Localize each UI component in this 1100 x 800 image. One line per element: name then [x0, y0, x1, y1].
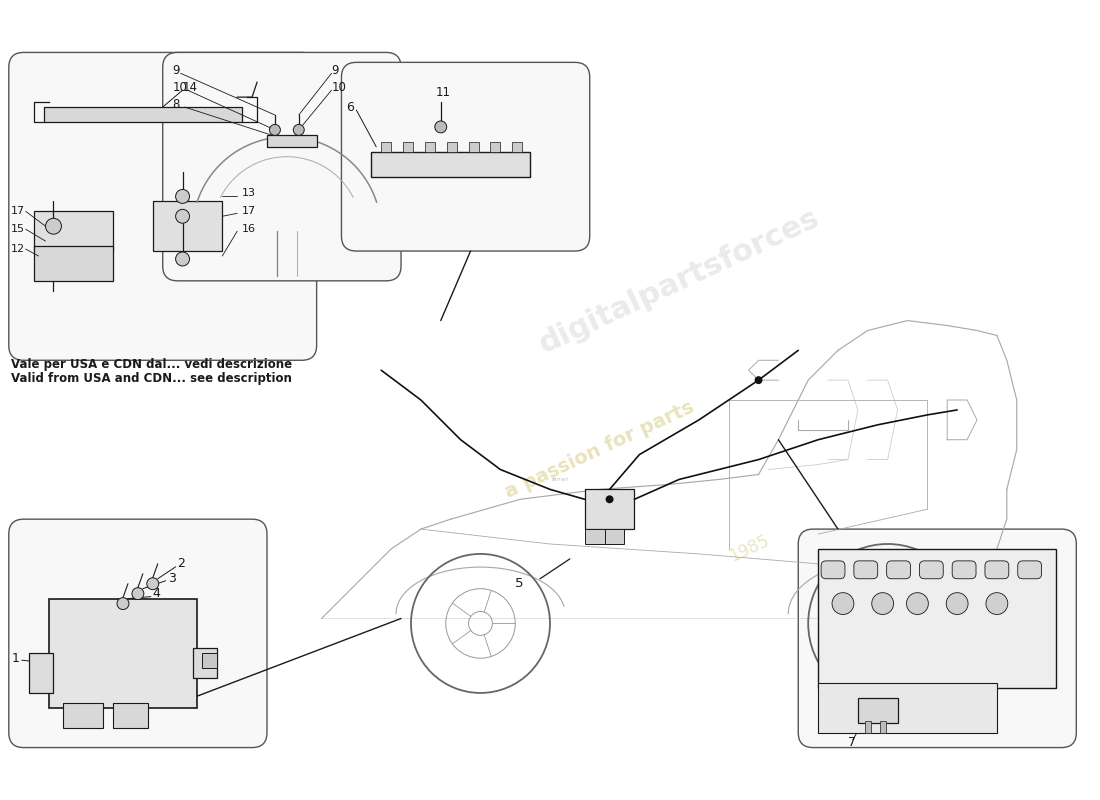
Text: 8: 8 [173, 98, 180, 110]
Bar [382, 142, 392, 152]
Circle shape [755, 376, 762, 384]
Text: Valid from USA and CDN... see description: Valid from USA and CDN... see descriptio… [11, 372, 292, 385]
Text: 6: 6 [346, 101, 354, 114]
Circle shape [176, 190, 189, 203]
Bar [64, 703, 103, 728]
Circle shape [986, 593, 1008, 614]
Bar [585, 490, 635, 529]
Text: 1: 1 [12, 652, 20, 665]
Bar [202, 654, 218, 668]
Bar [865, 721, 871, 733]
FancyBboxPatch shape [821, 561, 845, 578]
Text: 2: 2 [177, 558, 186, 570]
Text: 1985: 1985 [726, 532, 771, 566]
Text: Vale per USA e CDN dal... vedi descrizione: Vale per USA e CDN dal... vedi descrizio… [11, 358, 292, 371]
Bar [192, 648, 218, 678]
Circle shape [45, 218, 62, 234]
Text: 17: 17 [242, 206, 256, 216]
Bar [34, 211, 113, 251]
Circle shape [132, 588, 144, 600]
Bar [425, 142, 435, 152]
FancyBboxPatch shape [9, 53, 317, 360]
Circle shape [176, 252, 189, 266]
FancyBboxPatch shape [953, 561, 976, 578]
Text: 9: 9 [173, 64, 180, 77]
FancyBboxPatch shape [984, 561, 1009, 578]
Bar [491, 142, 501, 152]
Bar [605, 529, 625, 544]
Text: 12: 12 [11, 244, 25, 254]
FancyBboxPatch shape [163, 53, 402, 281]
FancyBboxPatch shape [341, 62, 590, 251]
Text: 14: 14 [183, 81, 198, 94]
Bar [48, 598, 198, 708]
Bar [29, 654, 54, 693]
Bar [513, 142, 522, 152]
Bar [818, 549, 1056, 688]
Bar [858, 698, 898, 722]
Bar [585, 529, 615, 544]
Text: 17: 17 [11, 206, 25, 216]
Text: 16: 16 [242, 224, 256, 234]
Text: 7: 7 [848, 736, 856, 749]
Circle shape [906, 593, 928, 614]
Text: 9: 9 [331, 64, 339, 77]
Bar [818, 683, 997, 733]
Text: 13: 13 [242, 189, 256, 198]
Bar [372, 152, 530, 177]
Text: ferrari: ferrari [551, 477, 569, 482]
Circle shape [117, 598, 129, 610]
Circle shape [176, 210, 189, 223]
FancyBboxPatch shape [920, 561, 943, 578]
Text: 10: 10 [173, 81, 187, 94]
Circle shape [434, 121, 447, 133]
Text: 5: 5 [515, 578, 524, 590]
FancyBboxPatch shape [1018, 561, 1042, 578]
Circle shape [946, 593, 968, 614]
Text: digitalpartsforces: digitalpartsforces [535, 203, 824, 358]
Bar [267, 135, 317, 146]
FancyBboxPatch shape [887, 561, 911, 578]
Bar [34, 246, 113, 281]
Circle shape [270, 125, 280, 135]
FancyBboxPatch shape [854, 561, 878, 578]
Bar [447, 142, 456, 152]
FancyBboxPatch shape [799, 529, 1076, 747]
Bar [880, 721, 886, 733]
Text: 10: 10 [331, 81, 346, 94]
FancyBboxPatch shape [9, 519, 267, 747]
Text: 11: 11 [436, 86, 451, 98]
Circle shape [871, 593, 893, 614]
Bar [113, 703, 147, 728]
Text: 4: 4 [153, 587, 161, 600]
Bar [469, 142, 478, 152]
Text: a passion for parts: a passion for parts [502, 398, 697, 502]
Text: 15: 15 [11, 224, 25, 234]
Bar [403, 142, 412, 152]
Bar [153, 202, 222, 251]
Circle shape [294, 125, 305, 135]
Circle shape [146, 578, 158, 590]
Bar [44, 107, 242, 122]
Circle shape [832, 593, 854, 614]
Text: 3: 3 [167, 572, 176, 586]
Circle shape [606, 495, 614, 503]
